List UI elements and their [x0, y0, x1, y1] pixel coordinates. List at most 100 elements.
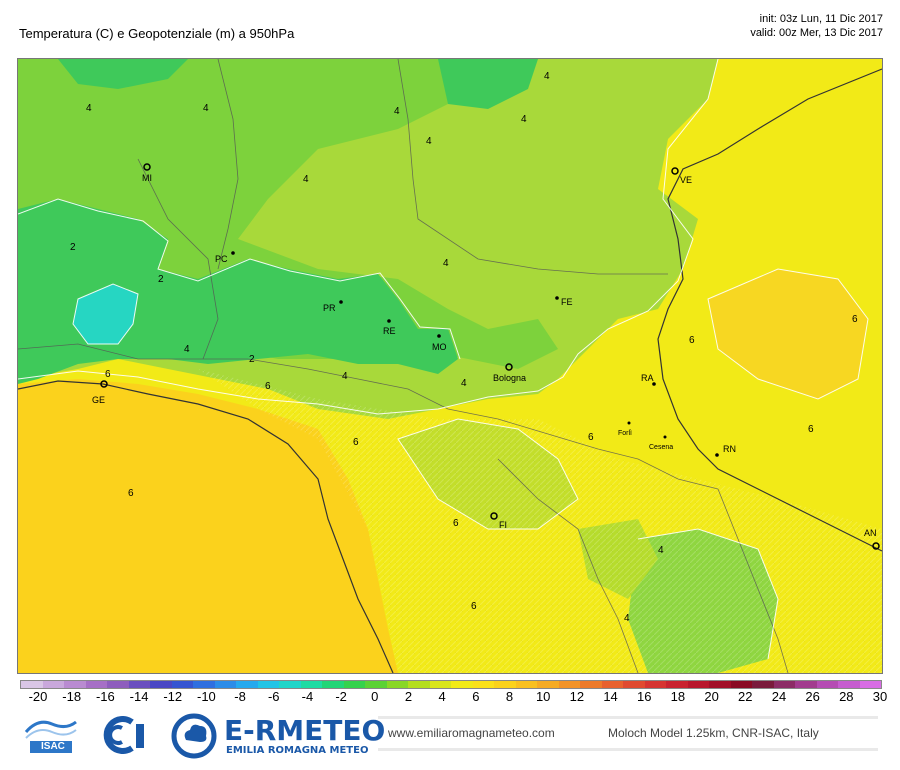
city-label-pr: PR: [323, 303, 336, 313]
cnr-logo: [92, 716, 150, 754]
city-dot-cesena: [663, 435, 667, 439]
temperature-map: 4 4 4 4 4 4 4 2 2 2 4 4 4 4 6 6 6 6 6 6 …: [17, 58, 883, 674]
colorbar-tick-label: -4: [301, 689, 314, 704]
colorbar-segment: [193, 681, 215, 688]
colorbar-segment: [343, 681, 365, 688]
city-markers: MI VE PC FE PR RE MO Bologna RA Forlì Ce…: [92, 163, 880, 550]
colorbar-segment: [107, 681, 129, 688]
colorbar-segment: [838, 681, 860, 688]
contour-label: 2: [249, 354, 255, 365]
contour-label: 4: [443, 258, 449, 269]
isac-logo: ISAC: [18, 714, 84, 754]
colorbar-tick-label: -8: [234, 689, 246, 704]
brand-subtitle: EMILIA ROMAGNA METEO: [226, 745, 369, 756]
city-label-rn: RN: [723, 444, 736, 454]
city-label-fi: FI: [499, 520, 507, 530]
colorbar-segment: [644, 681, 666, 688]
footer-divider-top: [378, 716, 878, 719]
region-borders: [18, 59, 789, 673]
colorbar-tick-label: -2: [335, 689, 347, 704]
contour-label: 6: [128, 488, 134, 499]
contour-label: 6: [453, 518, 459, 529]
city-dot-bologna: [505, 363, 513, 371]
isac-logo-icon: [18, 714, 84, 754]
city-dot-mo: [437, 334, 441, 338]
city-dot-forli: [627, 421, 631, 425]
footer-divider-bottom: [378, 748, 878, 751]
contour-label: 4: [184, 344, 190, 355]
city-label-an: AN: [864, 528, 877, 538]
colorbar-tick-label: -10: [196, 689, 216, 704]
contour-label: 6: [353, 437, 359, 448]
website-link[interactable]: www.emiliaromagnameteo.com: [388, 726, 555, 740]
city-label-fe: FE: [561, 297, 573, 307]
contour-label: 4: [521, 114, 527, 125]
valid-time: valid: 00z Mer, 13 Dic 2017: [750, 27, 883, 39]
colorbar-segment: [623, 681, 645, 688]
contours: [18, 59, 869, 660]
colorbar-segment: [494, 681, 516, 688]
colorbar-tick-label: -14: [129, 689, 149, 704]
cloud-drop-icon: [171, 713, 217, 759]
coastline-liguria: [18, 380, 394, 673]
colorbar-tick-label: 30: [872, 689, 888, 704]
temperature-colorbar: [20, 680, 882, 689]
colorbar-segment: [816, 681, 838, 688]
colorbar-segment: [537, 681, 559, 688]
colorbar-segment: [150, 681, 172, 688]
colorbar-segment: [128, 681, 150, 688]
city-dot-ve: [671, 167, 679, 175]
city-label-re: RE: [383, 326, 396, 336]
colorbar-segment: [214, 681, 236, 688]
chart-title: Temperatura (C) e Geopotenziale (m) a 95…: [19, 26, 295, 41]
band-8-sea: [18, 379, 398, 673]
colorbar-segment: [730, 681, 752, 688]
contour-label: 2: [158, 274, 164, 285]
contour-label: 4: [624, 613, 630, 624]
colorbar-segment: [85, 681, 107, 688]
run-info: init: 03z Lun, 11 Dic 2017 valid: 00z Me…: [750, 12, 883, 40]
colorbar-segment: [21, 681, 43, 688]
contour-label: 6: [808, 424, 814, 435]
city-dot-ge: [100, 380, 108, 388]
colorbar-tick-label: 6: [472, 689, 480, 704]
colorbar-ticks: -20 -18 -16 -14 -12 -10 -8 -6 -4 -2 0 2 4 6 8 10 12 14 16 1…: [20, 689, 888, 705]
city-dot-an: [872, 542, 880, 550]
city-dot-mi: [143, 163, 151, 171]
colorbar-segment: [322, 681, 344, 688]
contour-label: 4: [303, 174, 309, 185]
city-label-pc: PC: [215, 254, 228, 264]
colorbar-segment: [279, 681, 301, 688]
city-label-bologna: Bologna: [493, 373, 526, 383]
colorbar-segment: [773, 681, 795, 688]
city-label-forli: Forlì: [618, 430, 632, 437]
contour-label: 6: [105, 369, 111, 380]
colorbar-segment: [795, 681, 817, 688]
coastline-adriatic: [657, 68, 882, 552]
city-label-ge: GE: [92, 395, 105, 405]
colorbar-tick-label: 10: [535, 689, 551, 704]
colorbar-tick-label: 0: [371, 689, 379, 704]
colorbar-segment: [472, 681, 494, 688]
contour-label: 4: [203, 103, 209, 114]
colorbar-tick-label: 18: [670, 689, 686, 704]
colorbar-tick-label: -12: [163, 689, 183, 704]
colorbar-tick-label: 12: [569, 689, 585, 704]
colorbar-tick-label: -6: [267, 689, 280, 704]
contour-label: 6: [471, 601, 477, 612]
city-dot-fe: [555, 296, 559, 300]
city-dot-fi: [490, 512, 498, 520]
colorbar-tick-label: 22: [738, 689, 753, 704]
contour-label: 2: [70, 242, 76, 253]
contour-label: 4: [544, 71, 550, 82]
colorbar-segment: [257, 681, 279, 688]
colorbar-segment: [752, 681, 774, 688]
colorbar-segment: [64, 681, 86, 688]
colorbar-tick-label: 16: [637, 689, 652, 704]
colorbar-segment: [42, 681, 64, 688]
contour-label: 4: [342, 371, 348, 382]
city-label-ve: VE: [680, 175, 692, 185]
colorbar-segment: [365, 681, 387, 688]
city-dot-ra: [652, 382, 656, 386]
colorbar-tick-label: 4: [438, 689, 446, 704]
